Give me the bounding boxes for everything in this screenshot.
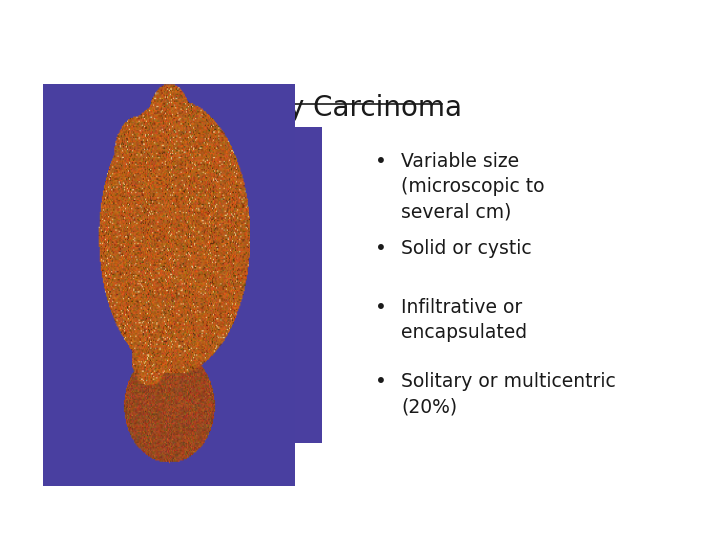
Text: •: • [374, 298, 387, 316]
Text: Variable size
(microscopic to
several cm): Variable size (microscopic to several cm… [401, 152, 545, 221]
Text: Infiltrative or
encapsulated: Infiltrative or encapsulated [401, 298, 528, 342]
Text: •: • [374, 152, 387, 171]
Bar [121, 127, 322, 443]
Text: •: • [374, 373, 387, 392]
Text: Solitary or multicentric
(20%): Solitary or multicentric (20%) [401, 373, 616, 416]
Text: •: • [374, 239, 387, 259]
Text: Papillary Carcinoma: Papillary Carcinoma [186, 94, 462, 122]
Text: Solid or cystic: Solid or cystic [401, 239, 532, 259]
